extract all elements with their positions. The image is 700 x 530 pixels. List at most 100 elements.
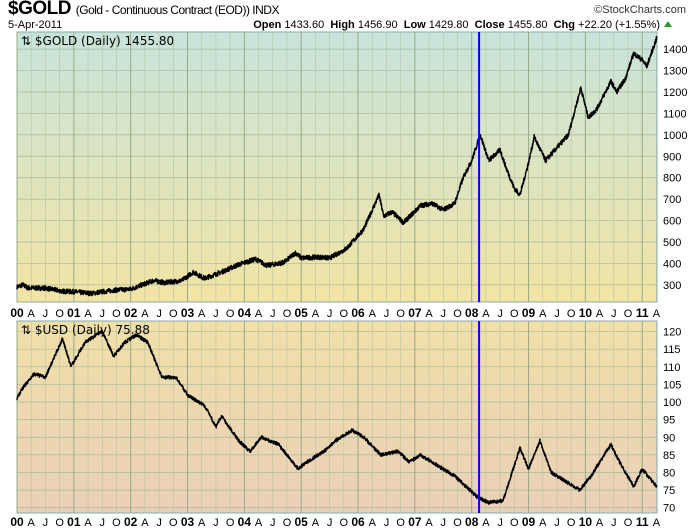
y-tick-label: 1000 xyxy=(663,130,687,142)
x-tick-label: J xyxy=(384,517,390,529)
x-tick-label: O xyxy=(624,308,633,320)
x-tick-label: 07 xyxy=(408,306,422,320)
x-tick-label: A xyxy=(141,517,149,529)
x-tick-label: O xyxy=(340,517,349,529)
symbol-description: (Gold - Continuous Contract (EOD)) INDX xyxy=(75,3,280,17)
series-line-usd xyxy=(16,329,658,505)
chg-label: Chg xyxy=(553,19,575,31)
x-tick-label: J xyxy=(270,308,276,320)
series-line-gold xyxy=(16,36,658,297)
x-tick-label: O xyxy=(453,517,462,529)
close-value: 1455.80 xyxy=(507,19,548,31)
y-tick-label: 85 xyxy=(663,450,675,462)
x-tick-label: O xyxy=(226,308,235,320)
x-tick-label: 10 xyxy=(579,306,593,320)
x-tick-label: O xyxy=(283,308,292,320)
x-tick-label: O xyxy=(567,517,576,529)
high-value: 1456.90 xyxy=(357,19,398,31)
symbol: $GOLD xyxy=(8,0,71,19)
y-tick-label: 1300 xyxy=(663,66,687,78)
y-tick-label: 1400 xyxy=(663,44,687,56)
y-tick-label: 105 xyxy=(663,379,681,391)
x-tick-label: O xyxy=(510,308,519,320)
x-tick-label: 01 xyxy=(67,515,81,529)
x-tick-label: O xyxy=(169,308,178,320)
y-tick-label: 300 xyxy=(663,280,681,292)
x-tick-label: J xyxy=(43,517,49,529)
y-tick-label: 90 xyxy=(663,432,675,444)
x-tick-label: O xyxy=(396,517,405,529)
x-tick-label: J xyxy=(441,517,447,529)
y-tick-label: 900 xyxy=(663,151,681,163)
usd-panel-background xyxy=(16,320,658,514)
x-tick-label: A xyxy=(596,517,604,529)
x-tick-label: 11 xyxy=(636,515,649,529)
open-value: 1433.60 xyxy=(284,19,325,31)
x-tick-label: 02 xyxy=(124,515,138,529)
x-tick-label: A xyxy=(596,308,604,320)
x-tick-label: 08 xyxy=(465,515,479,529)
open-label: Open xyxy=(253,19,282,31)
y-tick-label: 800 xyxy=(663,173,681,185)
x-tick-label: A xyxy=(255,517,263,529)
x-tick-label: 00 xyxy=(10,306,24,320)
x-tick-label: O xyxy=(396,308,405,320)
quote-date: 5-Apr-2011 xyxy=(8,19,63,31)
x-tick-label: 08 xyxy=(465,306,479,320)
y-tick-label: 500 xyxy=(663,237,681,249)
x-tick-label: O xyxy=(112,517,121,529)
y-tick-label: 100 xyxy=(663,397,681,409)
x-tick-label: 04 xyxy=(238,515,252,529)
x-tick-label: J xyxy=(270,517,276,529)
x-tick-label: O xyxy=(567,308,576,320)
x-tick-label: J xyxy=(611,308,617,320)
x-tick-label: A xyxy=(653,517,661,529)
x-tick-label: 04 xyxy=(238,306,252,320)
y-tick-label: 1100 xyxy=(663,108,687,120)
x-tick-label: O xyxy=(510,517,519,529)
x-tick-label: 07 xyxy=(408,515,422,529)
x-tick-label: 03 xyxy=(181,306,195,320)
x-tick-label: O xyxy=(112,308,121,320)
x-tick-label: A xyxy=(28,517,36,529)
x-tick-label: J xyxy=(43,308,49,320)
x-tick-label: A xyxy=(482,517,490,529)
x-tick-label: J xyxy=(327,308,333,320)
x-tick-label: 09 xyxy=(522,515,536,529)
x-tick-label: 00 xyxy=(10,515,24,529)
usd-legend: ⇅ $USD (Daily) 75.88 xyxy=(21,323,150,337)
y-tick-label: 400 xyxy=(663,258,681,270)
y-tick-label: 75 xyxy=(663,485,675,497)
x-tick-label: J xyxy=(611,517,617,529)
x-tick-label: J xyxy=(384,308,390,320)
x-tick-label: O xyxy=(55,308,64,320)
x-tick-label: 10 xyxy=(579,515,593,529)
x-tick-label: A xyxy=(369,308,377,320)
y-tick-label: 600 xyxy=(663,216,681,228)
x-tick-label: A xyxy=(425,308,433,320)
x-tick-label: O xyxy=(453,308,462,320)
low-label: Low xyxy=(403,19,426,31)
x-tick-label: A xyxy=(312,308,320,320)
x-tick-label: A xyxy=(482,308,490,320)
high-label: High xyxy=(330,19,355,31)
y-tick-label: 70 xyxy=(663,503,675,515)
x-tick-label: J xyxy=(441,308,447,320)
x-tick-label: A xyxy=(539,308,547,320)
x-tick-label: A xyxy=(198,308,206,320)
x-tick-label: 06 xyxy=(351,515,365,529)
x-tick-label: J xyxy=(497,308,503,320)
x-tick-label: A xyxy=(312,517,320,529)
x-tick-label: J xyxy=(100,517,106,529)
y-tick-label: 700 xyxy=(663,194,681,206)
gold-legend: ⇅ $GOLD (Daily) 1455.80 xyxy=(21,34,174,48)
y-tick-label: 1200 xyxy=(663,87,687,99)
x-tick-label: A xyxy=(198,517,206,529)
y-tick-label: 115 xyxy=(663,344,681,356)
x-tick-label: A xyxy=(255,308,263,320)
x-tick-label: J xyxy=(100,308,106,320)
x-tick-label: J xyxy=(554,517,560,529)
x-tick-label: A xyxy=(84,308,92,320)
x-tick-label: O xyxy=(226,517,235,529)
